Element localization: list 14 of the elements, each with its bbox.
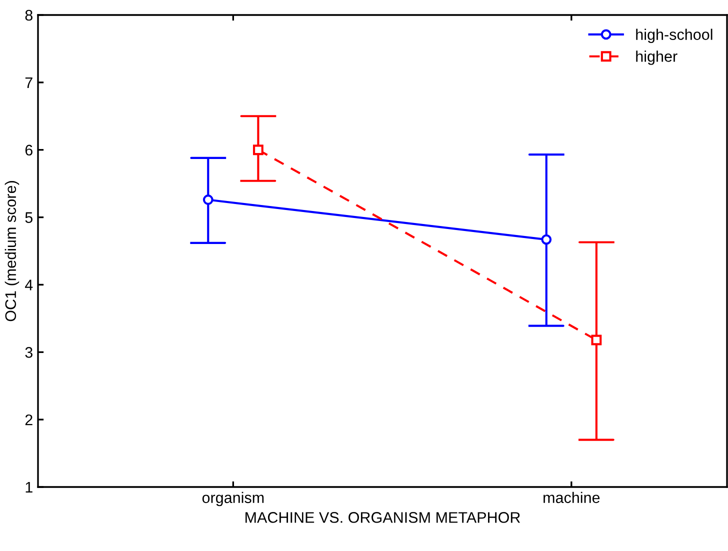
legend-label: high-school [636, 28, 712, 43]
x-axis-title: MACHINE VS. ORGANISM METAPHOR [246, 512, 520, 523]
y-axis-title: OC1 (medium score) [4, 181, 20, 322]
y-tick-label: 4 [24, 280, 33, 290]
x-tick-label: organism [202, 492, 264, 506]
legend-label: higher [636, 50, 678, 65]
y-tick-label: 8 [25, 10, 32, 21]
x-tick-label: machine [544, 492, 600, 504]
y-tick-label: 1 [26, 482, 32, 493]
y-tick-label: 5 [25, 212, 32, 223]
y-tick-label: 6 [25, 144, 32, 156]
y-tick-label: 2 [25, 414, 32, 426]
y-tick-label: 7 [25, 77, 32, 88]
y-tick-label: 3 [25, 347, 32, 358]
